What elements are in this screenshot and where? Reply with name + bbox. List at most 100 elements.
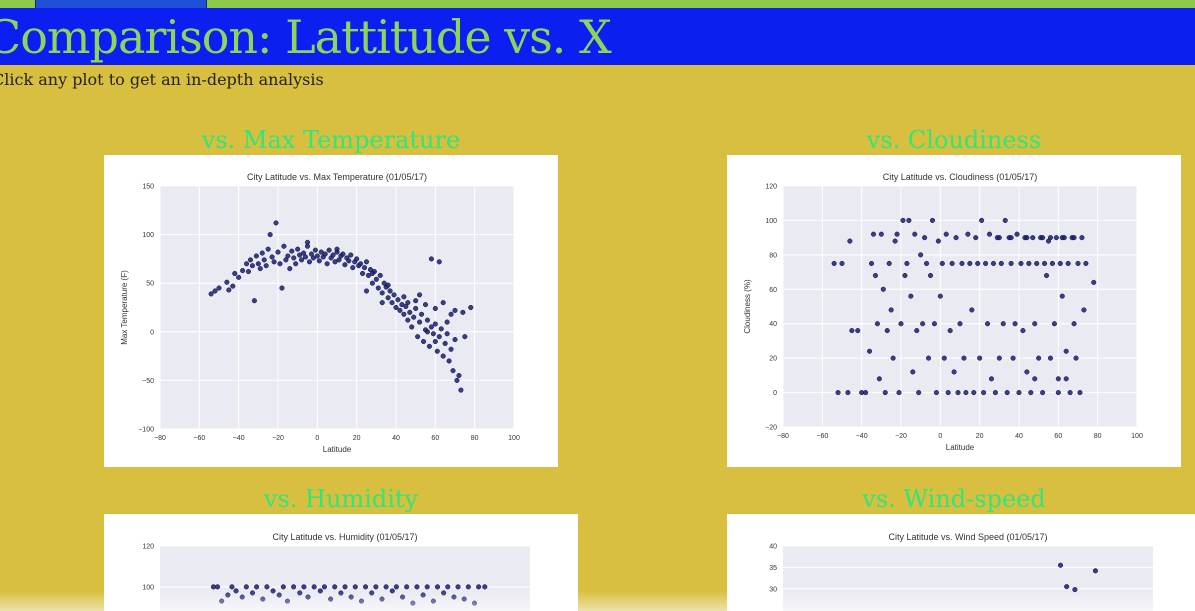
scatter-point — [312, 247, 318, 253]
scatter-point — [369, 270, 375, 277]
scatter-point — [452, 337, 458, 343]
scatter-point — [868, 260, 875, 267]
scatter-point — [941, 355, 947, 361]
scatter-point — [920, 321, 926, 327]
scatter-point — [924, 260, 930, 267]
scatter-point — [259, 250, 265, 256]
scatter-point — [293, 261, 299, 267]
scatter-point — [855, 328, 861, 334]
scatter-point — [872, 272, 878, 279]
scatter-point — [247, 257, 254, 263]
y-tick-label: 60 — [769, 287, 777, 294]
scatter-point — [346, 258, 352, 264]
scatter-point — [953, 235, 959, 241]
scatter-point — [902, 272, 908, 279]
scatter-point — [448, 311, 454, 317]
page-title: Comparison: Lattitude vs. X — [0, 10, 612, 64]
scatter-point — [912, 231, 918, 237]
scatter-point — [963, 390, 969, 396]
plot-area-background — [783, 186, 1137, 427]
scatter-point — [1028, 390, 1034, 396]
scatter-point — [937, 293, 943, 299]
scatter-point — [389, 300, 395, 306]
scatter-point — [354, 256, 360, 262]
scatter-point — [409, 324, 415, 330]
scatter-point — [870, 231, 877, 237]
scatter-point — [444, 331, 450, 337]
y-tick-label: 100 — [142, 584, 154, 591]
scatter-point — [1014, 231, 1020, 237]
scatter-point — [880, 286, 886, 292]
chart-title: City Latitude vs. Max Temperature (01/05… — [247, 172, 427, 182]
scatter-point — [291, 255, 297, 261]
scatter-point — [1059, 235, 1065, 241]
scatter-point — [916, 390, 922, 396]
scatter-point — [947, 328, 953, 334]
active-tab-indicator[interactable] — [35, 0, 207, 8]
x-tick-label: 80 — [471, 435, 479, 442]
chart-title: City Latitude vs. Wind Speed (01/05/17) — [888, 532, 1047, 542]
scatter-point — [845, 390, 851, 396]
scatter-point — [215, 584, 221, 590]
x-tick-label: −60 — [816, 433, 828, 440]
x-axis-label: Latitude — [323, 445, 352, 454]
scatter-point — [969, 307, 975, 313]
scatter-point — [910, 369, 916, 375]
scatter-point — [426, 343, 432, 349]
scatter-point — [1064, 584, 1070, 590]
scatter-point — [1008, 260, 1014, 267]
scatter-point — [405, 317, 411, 323]
scatter-point — [1057, 562, 1064, 568]
scatter-point — [375, 285, 381, 291]
scatter-point — [285, 253, 291, 259]
x-tick-label: 100 — [508, 435, 520, 442]
scatter-point — [1053, 235, 1059, 241]
scatter-point — [1016, 390, 1022, 396]
scatter-point — [363, 584, 369, 590]
scatter-point — [839, 260, 845, 267]
x-tick-label: 20 — [976, 433, 984, 440]
scatter-point — [1051, 321, 1057, 327]
scatter-point — [287, 266, 293, 272]
scatter-point — [243, 584, 249, 590]
scatter-point — [324, 261, 330, 267]
y-tick-label: 0 — [150, 329, 154, 336]
scatter-chart-cloudiness[interactable]: City Latitude vs. Cloudiness (01/05/17) −… — [727, 155, 1181, 467]
scatter-point — [876, 376, 882, 382]
scatter-point — [984, 321, 991, 327]
scatter-point — [1042, 260, 1048, 267]
scatter-point — [1063, 376, 1069, 382]
y-tick-label: −20 — [765, 425, 777, 432]
scatter-point — [442, 340, 448, 347]
scatter-point — [955, 390, 961, 396]
chart-title: City Latitude vs. Cloudiness (01/05/17) — [883, 172, 1038, 182]
scatter-point — [1004, 390, 1010, 396]
x-tick-label: −60 — [193, 435, 205, 442]
scatter-point — [1047, 235, 1054, 241]
x-tick-label: −40 — [233, 435, 245, 442]
plot-card-max-temperature[interactable]: City Latitude vs. Max Temperature (01/05… — [104, 155, 558, 467]
scatter-point — [1040, 235, 1046, 241]
y-tick-label: 40 — [769, 544, 777, 551]
scatter-point — [321, 584, 327, 590]
scatter-point — [888, 307, 894, 313]
scatter-point — [245, 268, 252, 275]
scatter-point — [277, 261, 283, 267]
scatter-point — [322, 251, 328, 257]
chart-title: City Latitude vs. Humidity (01/05/17) — [272, 532, 417, 542]
scatter-point — [358, 261, 364, 267]
x-tick-label: 40 — [1015, 433, 1023, 440]
scatter-chart-max-temperature[interactable]: City Latitude vs. Max Temperature (01/05… — [104, 155, 558, 467]
scatter-point — [444, 319, 450, 325]
scatter-point — [884, 328, 890, 334]
scatter-point — [385, 295, 391, 301]
scatter-point — [407, 309, 413, 315]
scatter-point — [424, 584, 430, 590]
plot-card-cloudiness[interactable]: City Latitude vs. Cloudiness (01/05/17) −… — [727, 155, 1181, 467]
scatter-point — [387, 288, 393, 294]
scatter-point — [363, 288, 370, 294]
x-tick-label: 80 — [1094, 433, 1102, 440]
scatter-point — [342, 262, 348, 268]
scatter-point — [391, 292, 397, 298]
scatter-point — [289, 248, 295, 254]
